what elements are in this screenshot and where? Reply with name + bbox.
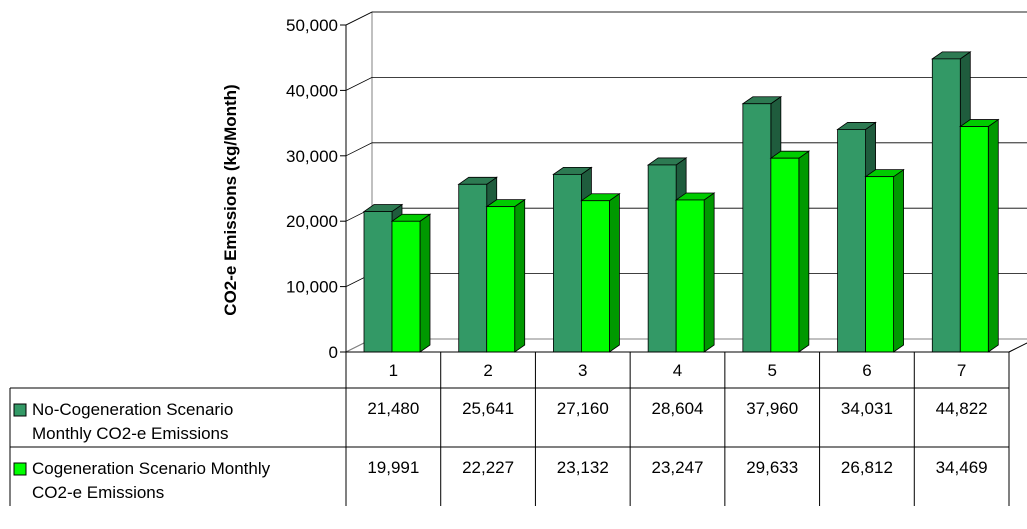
- y-tick-label: 50,000: [286, 16, 338, 35]
- bar-side: [798, 150, 810, 353]
- data-label: 28,604: [652, 399, 704, 418]
- bar-cogeneration-5: [769, 150, 811, 353]
- bar-front: [742, 103, 772, 353]
- bar-front: [647, 164, 677, 353]
- bar-cogeneration-7: [959, 118, 1000, 353]
- bar-front: [837, 129, 866, 353]
- bar-front: [770, 157, 800, 353]
- category-label: 7: [957, 361, 966, 380]
- bar-cogeneration-1: [390, 213, 432, 353]
- legend-label: No-Cogeneration Scenario: [32, 400, 233, 419]
- bar-front: [865, 176, 894, 353]
- bar-cogeneration-4: [674, 192, 716, 353]
- bar-cogeneration-6: [864, 168, 905, 353]
- bar-side: [419, 213, 431, 353]
- bar-front: [391, 220, 421, 353]
- bar-front: [675, 199, 705, 353]
- bar-front: [553, 173, 582, 353]
- bar-front: [363, 211, 393, 353]
- data-label: 23,247: [652, 458, 704, 477]
- bar-side: [514, 198, 526, 353]
- bar-cogeneration-2: [485, 198, 526, 353]
- bar-side: [609, 192, 620, 353]
- category-label: 1: [389, 361, 398, 380]
- legend-label: Monthly CO2-e Emissions: [32, 424, 229, 443]
- y-tick-label: 30,000: [286, 147, 338, 166]
- y-axis-ticks: 0 10,000 20,000 30,000 40,000 50,000: [286, 16, 347, 362]
- data-label: 26,812: [841, 458, 893, 477]
- bar-side: [703, 192, 715, 353]
- category-label: 5: [767, 361, 776, 380]
- data-label: 21,480: [367, 399, 419, 418]
- legend-swatch: [13, 403, 27, 417]
- y-tick-label: 10,000: [286, 278, 338, 297]
- category-label: 3: [578, 361, 587, 380]
- y-tick-label: 20,000: [286, 212, 338, 231]
- category-label: 2: [483, 361, 492, 380]
- category-label: 4: [673, 361, 682, 380]
- bar-side: [987, 118, 999, 353]
- data-label: 23,132: [557, 458, 609, 477]
- bar-side: [893, 168, 904, 353]
- bar-front: [931, 58, 961, 353]
- category-label: 6: [862, 361, 871, 380]
- bar-front: [959, 126, 989, 353]
- legend-swatch: [13, 462, 27, 476]
- legend-label: CO2-e Emissions: [32, 483, 164, 502]
- legend-label: Cogeneration Scenario Monthly: [32, 459, 271, 478]
- data-label: 37,960: [746, 399, 798, 418]
- data-label: 19,991: [367, 458, 419, 477]
- gridline: [345, 77, 1027, 91]
- data-label: 34,469: [936, 458, 988, 477]
- y-tick-label: 40,000: [286, 81, 338, 100]
- data-label: 25,641: [462, 399, 514, 418]
- data-label: 29,633: [746, 458, 798, 477]
- data-table: 1 2 3 4 5 6 7 No-Cogeneration Scenario Monthly C…: [9, 342, 1027, 506]
- table-corner-line: [1008, 342, 1027, 353]
- bar-cogeneration-3: [580, 192, 621, 353]
- gridline: [345, 11, 1027, 26]
- data-label: 22,227: [462, 458, 514, 477]
- data-label: 27,160: [557, 399, 609, 418]
- y-axis-title: CO2-e Emissions (kg/Month): [221, 84, 240, 315]
- bar-front: [581, 200, 610, 353]
- y-tick-label: 0: [329, 343, 338, 362]
- data-label: 34,031: [841, 399, 893, 418]
- gridline: [345, 142, 1027, 157]
- bar-front: [458, 183, 488, 353]
- bars: [362, 51, 1000, 353]
- data-label: 44,822: [936, 399, 988, 418]
- bar-front: [486, 206, 516, 353]
